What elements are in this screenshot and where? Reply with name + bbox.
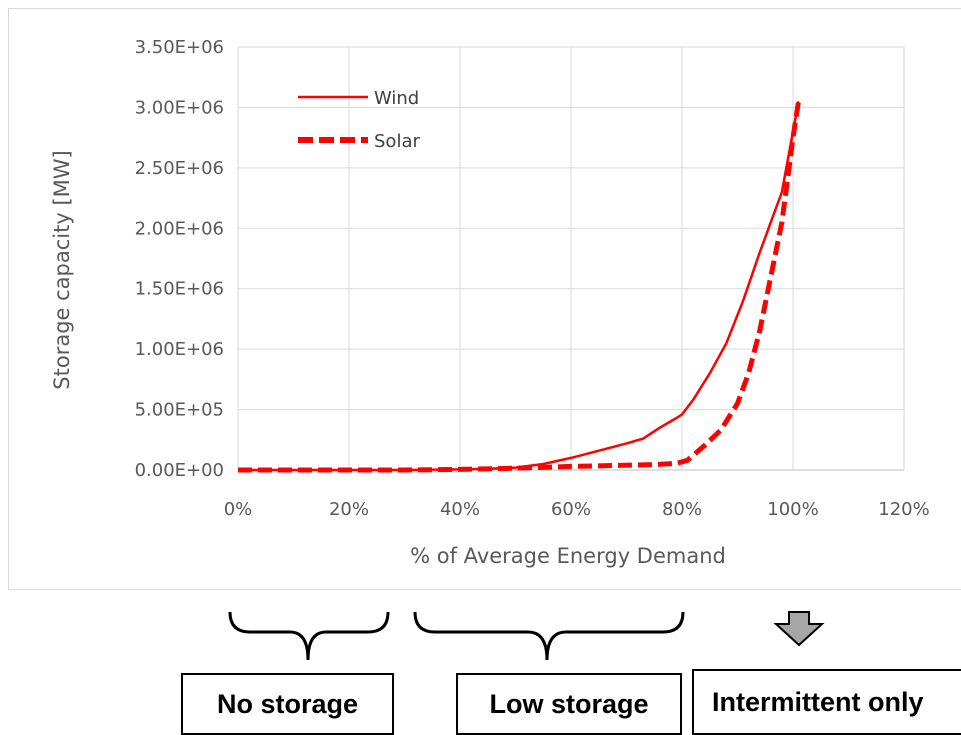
intermittent-only-label: Intermittent only (692, 669, 961, 735)
y-tick-label: 2.00E+06 (135, 218, 224, 239)
down-arrow-icon (773, 611, 825, 647)
series-wind-line (238, 101, 800, 472)
y-tick-label: 3.00E+06 (135, 97, 224, 118)
chart-frame (8, 8, 961, 590)
y-axis-title: Storage capacity [MW] (50, 150, 74, 389)
y-tick-label: 5.00E+05 (135, 400, 224, 421)
legend-wind-label: Wind (374, 88, 419, 109)
y-tick-label: 3.50E+06 (135, 37, 224, 58)
y-tick-label: 1.50E+06 (135, 279, 224, 300)
x-axis-title: % of Average Energy Demand (410, 544, 726, 568)
y-tick-label: 0.00E+00 (135, 460, 224, 481)
y-tick-label: 2.50E+06 (135, 158, 224, 179)
x-tick-label: 60% (551, 499, 591, 520)
legend-solar-label: Solar (374, 131, 420, 152)
series-lines (238, 101, 801, 473)
x-tick-label: 40% (440, 499, 480, 520)
x-tick-label: 20% (329, 499, 369, 520)
x-tick-label: 80% (662, 499, 702, 520)
x-tick-label: 100% (767, 499, 818, 520)
low-storage-label: Low storage (456, 673, 682, 735)
legend: Wind Solar (298, 88, 420, 152)
x-tick-label: 120% (878, 499, 929, 520)
series-solar-line (238, 101, 801, 473)
bracket-no-storage (228, 611, 390, 661)
x-axis-ticks: 0% 20% 40% 60% 80% 100% 120% (224, 499, 930, 520)
grid (237, 46, 905, 471)
y-axis-ticks: 0.00E+00 5.00E+05 1.00E+06 1.50E+06 2.00E+06… (135, 37, 224, 481)
no-storage-label: No storage (181, 673, 394, 735)
y-tick-label: 1.00E+06 (135, 339, 224, 360)
intermittent-only-text: Intermittent only (712, 686, 924, 717)
bracket-low-storage (413, 611, 685, 661)
x-tick-label: 0% (224, 499, 253, 520)
